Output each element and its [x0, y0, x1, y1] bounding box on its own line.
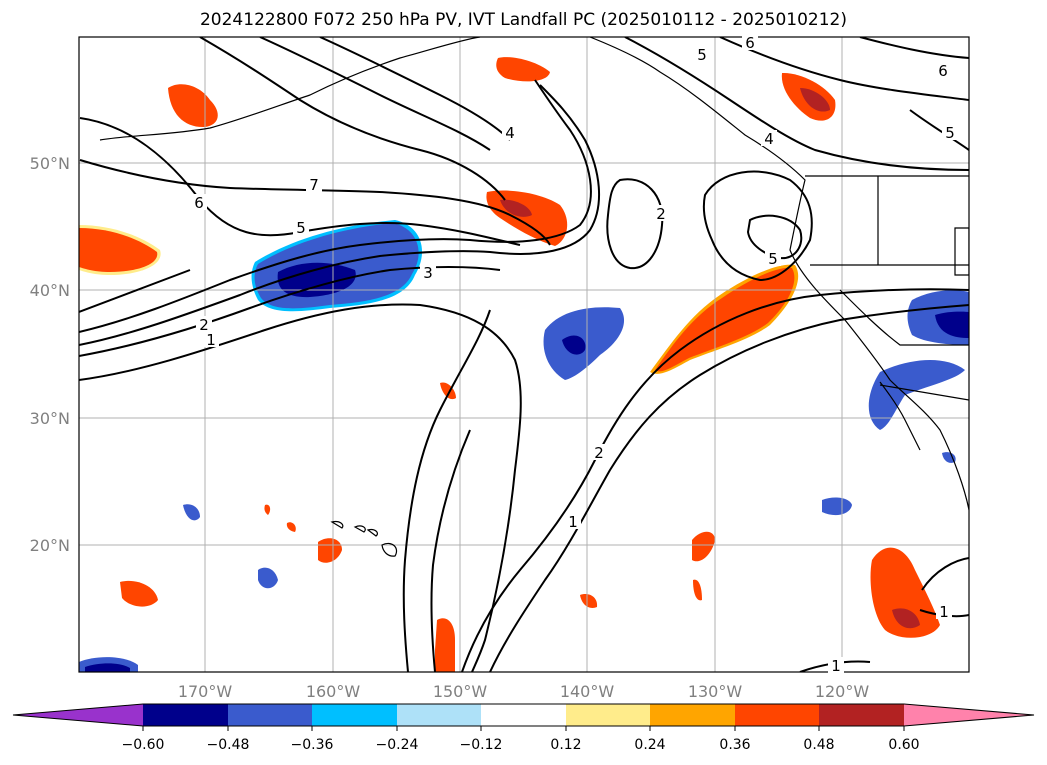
colorbar-tick-label: 0.36: [719, 737, 750, 753]
colorbar: −0.60 −0.48 −0.36 −0.24 −0.12 0.12 0.24 …: [12, 703, 1035, 753]
contour-label: 7: [309, 176, 319, 194]
contour-label: 1: [568, 513, 578, 531]
contour-label: 2: [199, 316, 209, 334]
plot-frame: [78, 36, 970, 673]
lon-label-150w: 150°W: [433, 682, 488, 701]
gridlines: [79, 37, 969, 672]
positive-anomaly-regions: [79, 57, 940, 672]
colorbar-segment: [228, 704, 312, 726]
contour-label: 5: [296, 219, 306, 237]
colorbar-tick-label: 0.48: [803, 737, 834, 753]
contour-label: 1: [206, 331, 216, 349]
negative-anomaly-regions: [79, 220, 969, 672]
lon-label-120w: 120°W: [815, 682, 870, 701]
colorbar-tick-label: −0.36: [291, 737, 334, 753]
colorbar-segment: [819, 704, 904, 726]
colorbar-segment: [312, 704, 397, 726]
plot-area: [79, 37, 969, 672]
lon-label-160w: 160°W: [306, 682, 361, 701]
colorbar-segment: [143, 704, 228, 726]
colorbar-tick-label: −0.60: [122, 737, 165, 753]
contour-label: 6: [194, 194, 204, 212]
contour-label: 2: [594, 444, 604, 462]
contour-label: 2: [656, 205, 666, 223]
contour-label: 5: [768, 250, 778, 268]
colorbar-tick-label: 0.60: [888, 737, 919, 753]
lat-label-30n: 30°N: [30, 409, 70, 428]
lat-label-40n: 40°N: [30, 281, 70, 300]
contour-labels: 6 5 4 6 5 7 6 5 3 2 1 2 4 5 2 1 1 1: [191, 34, 958, 675]
lon-label-140w: 140°W: [560, 682, 615, 701]
colorbar-tick-label: −0.12: [460, 737, 503, 753]
colorbar-segment: [735, 704, 819, 726]
colorbar-tick-label: −0.24: [376, 737, 419, 753]
map-title: 2024122800 F072 250 hPa PV, IVT Landfall…: [199, 10, 847, 30]
longitude-labels: 170°W 160°W 150°W 140°W 130°W 120°W: [178, 682, 870, 701]
colorbar-tick-label: 0.24: [634, 737, 665, 753]
colorbar-segment: [481, 704, 566, 726]
contour-label: 4: [505, 124, 515, 142]
colorbar-extend-max: [904, 704, 1034, 726]
contour-label: 4: [764, 130, 774, 148]
lat-label-20n: 20°N: [30, 536, 70, 555]
latitude-labels: 50°N 40°N 30°N 20°N: [30, 154, 70, 555]
contour-label: 5: [697, 46, 707, 64]
colorbar-tick-label: 0.12: [550, 737, 581, 753]
colorbar-tick-label: −0.48: [207, 737, 250, 753]
contour-label: 1: [831, 657, 841, 675]
lon-label-130w: 130°W: [688, 682, 743, 701]
colorbar-segment: [566, 704, 650, 726]
contour-label: 6: [938, 62, 948, 80]
contour-label: 6: [745, 34, 755, 52]
contour-label: 1: [939, 603, 949, 621]
contour-label: 5: [945, 124, 955, 142]
coastlines: [99, 37, 969, 557]
lat-label-50n: 50°N: [30, 154, 70, 173]
lon-label-170w: 170°W: [178, 682, 233, 701]
pv-contours: [79, 37, 969, 672]
contour-label: 3: [423, 264, 433, 282]
colorbar-segment: [397, 704, 481, 726]
colorbar-extend-min: [13, 704, 143, 726]
colorbar-segment: [650, 704, 735, 726]
